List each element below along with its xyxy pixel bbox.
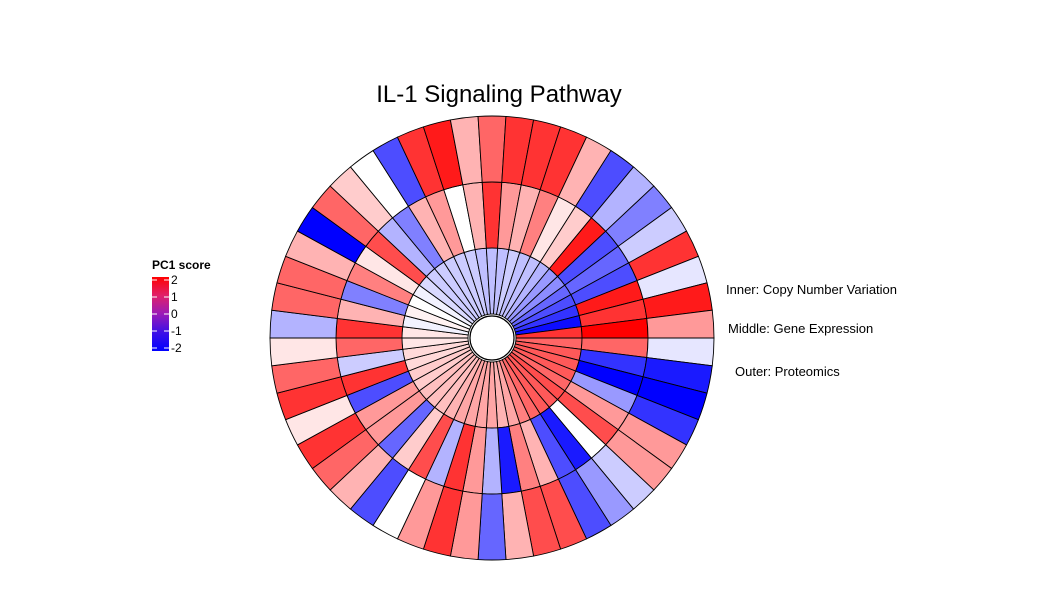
- legend-tick-label: 0: [171, 307, 178, 321]
- ring-label-middle: Middle: Gene Expression: [728, 321, 873, 336]
- legend-tick-label: 2: [171, 273, 178, 287]
- color-legend: PC1 score 2 1 0 -1 -2: [152, 258, 211, 355]
- chart-title: IL-1 Signaling Pathway: [376, 81, 621, 108]
- heatmap-cell-ring3-segment-13: [477, 493, 507, 561]
- legend-ticks: 2 1 0 -1 -2: [152, 273, 182, 355]
- heatmap-rings: [269, 115, 715, 561]
- legend-title: PC1 score: [152, 258, 211, 272]
- legend-tick-label: -1: [171, 324, 182, 338]
- heatmap-cell-ring3-segment-50: [646, 309, 715, 339]
- heatmap-cell-ring3-segment-38: [477, 115, 507, 183]
- ring-label-outer: Outer: Proteomics: [735, 364, 840, 379]
- legend-color-bar: [152, 277, 169, 351]
- legend-tick-label: -2: [171, 341, 182, 355]
- ring-label-inner: Inner: Copy Number Variation: [726, 282, 897, 297]
- center-hole: [469, 315, 515, 361]
- legend-tick-label: 1: [171, 290, 178, 304]
